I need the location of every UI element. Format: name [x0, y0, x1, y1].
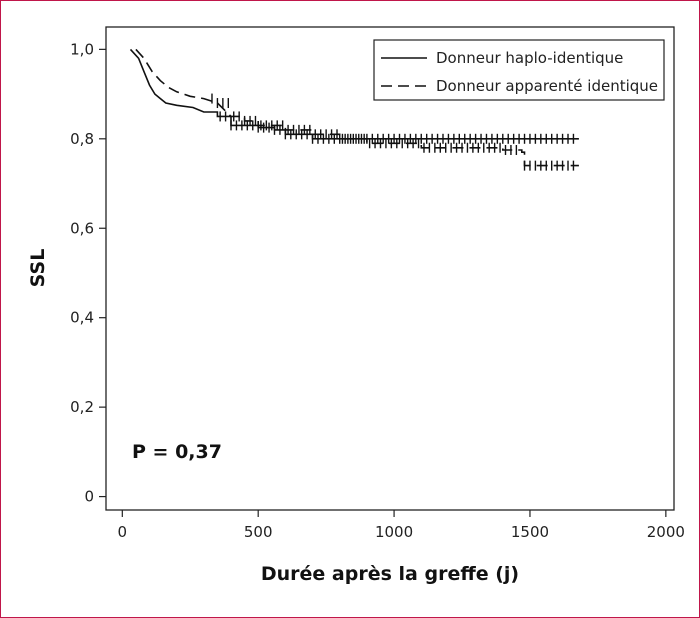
plot-area-border	[105, 26, 675, 511]
y-axis: 0 0,2 0,4 0,6 0,8 1,0	[70, 40, 106, 506]
x-tick-label: 1000	[375, 523, 413, 541]
x-tick-label: 500	[244, 523, 273, 541]
y-tick-label: 0,8	[70, 130, 94, 148]
y-tick-label: 0,6	[70, 219, 94, 237]
x-axis: 0 500 1000 1500 2000	[118, 510, 685, 541]
legend-box	[373, 39, 665, 101]
x-tick-label: 1500	[511, 523, 549, 541]
y-tick-label: 1,0	[70, 40, 94, 58]
x-axis-title: Durée après la greffe (j)	[261, 563, 519, 585]
y-tick-label: 0	[84, 488, 94, 506]
censor-marks	[211, 93, 575, 171]
series-line-apparente	[135, 48, 579, 167]
x-tick-label: 0	[118, 523, 128, 541]
y-axis-title: SSL	[27, 249, 49, 288]
p-value-annotation: P = 0,37	[132, 441, 222, 463]
legend-label-haplo: Donneur haplo-identique	[436, 49, 623, 67]
y-tick-label: 0,4	[70, 309, 94, 327]
y-tick-label: 0,2	[70, 398, 94, 416]
legend-label-apparente: Donneur apparenté identique	[436, 77, 658, 95]
x-tick-label: 2000	[647, 523, 685, 541]
legend: Donneur haplo-identique Donneur apparent…	[373, 39, 665, 101]
